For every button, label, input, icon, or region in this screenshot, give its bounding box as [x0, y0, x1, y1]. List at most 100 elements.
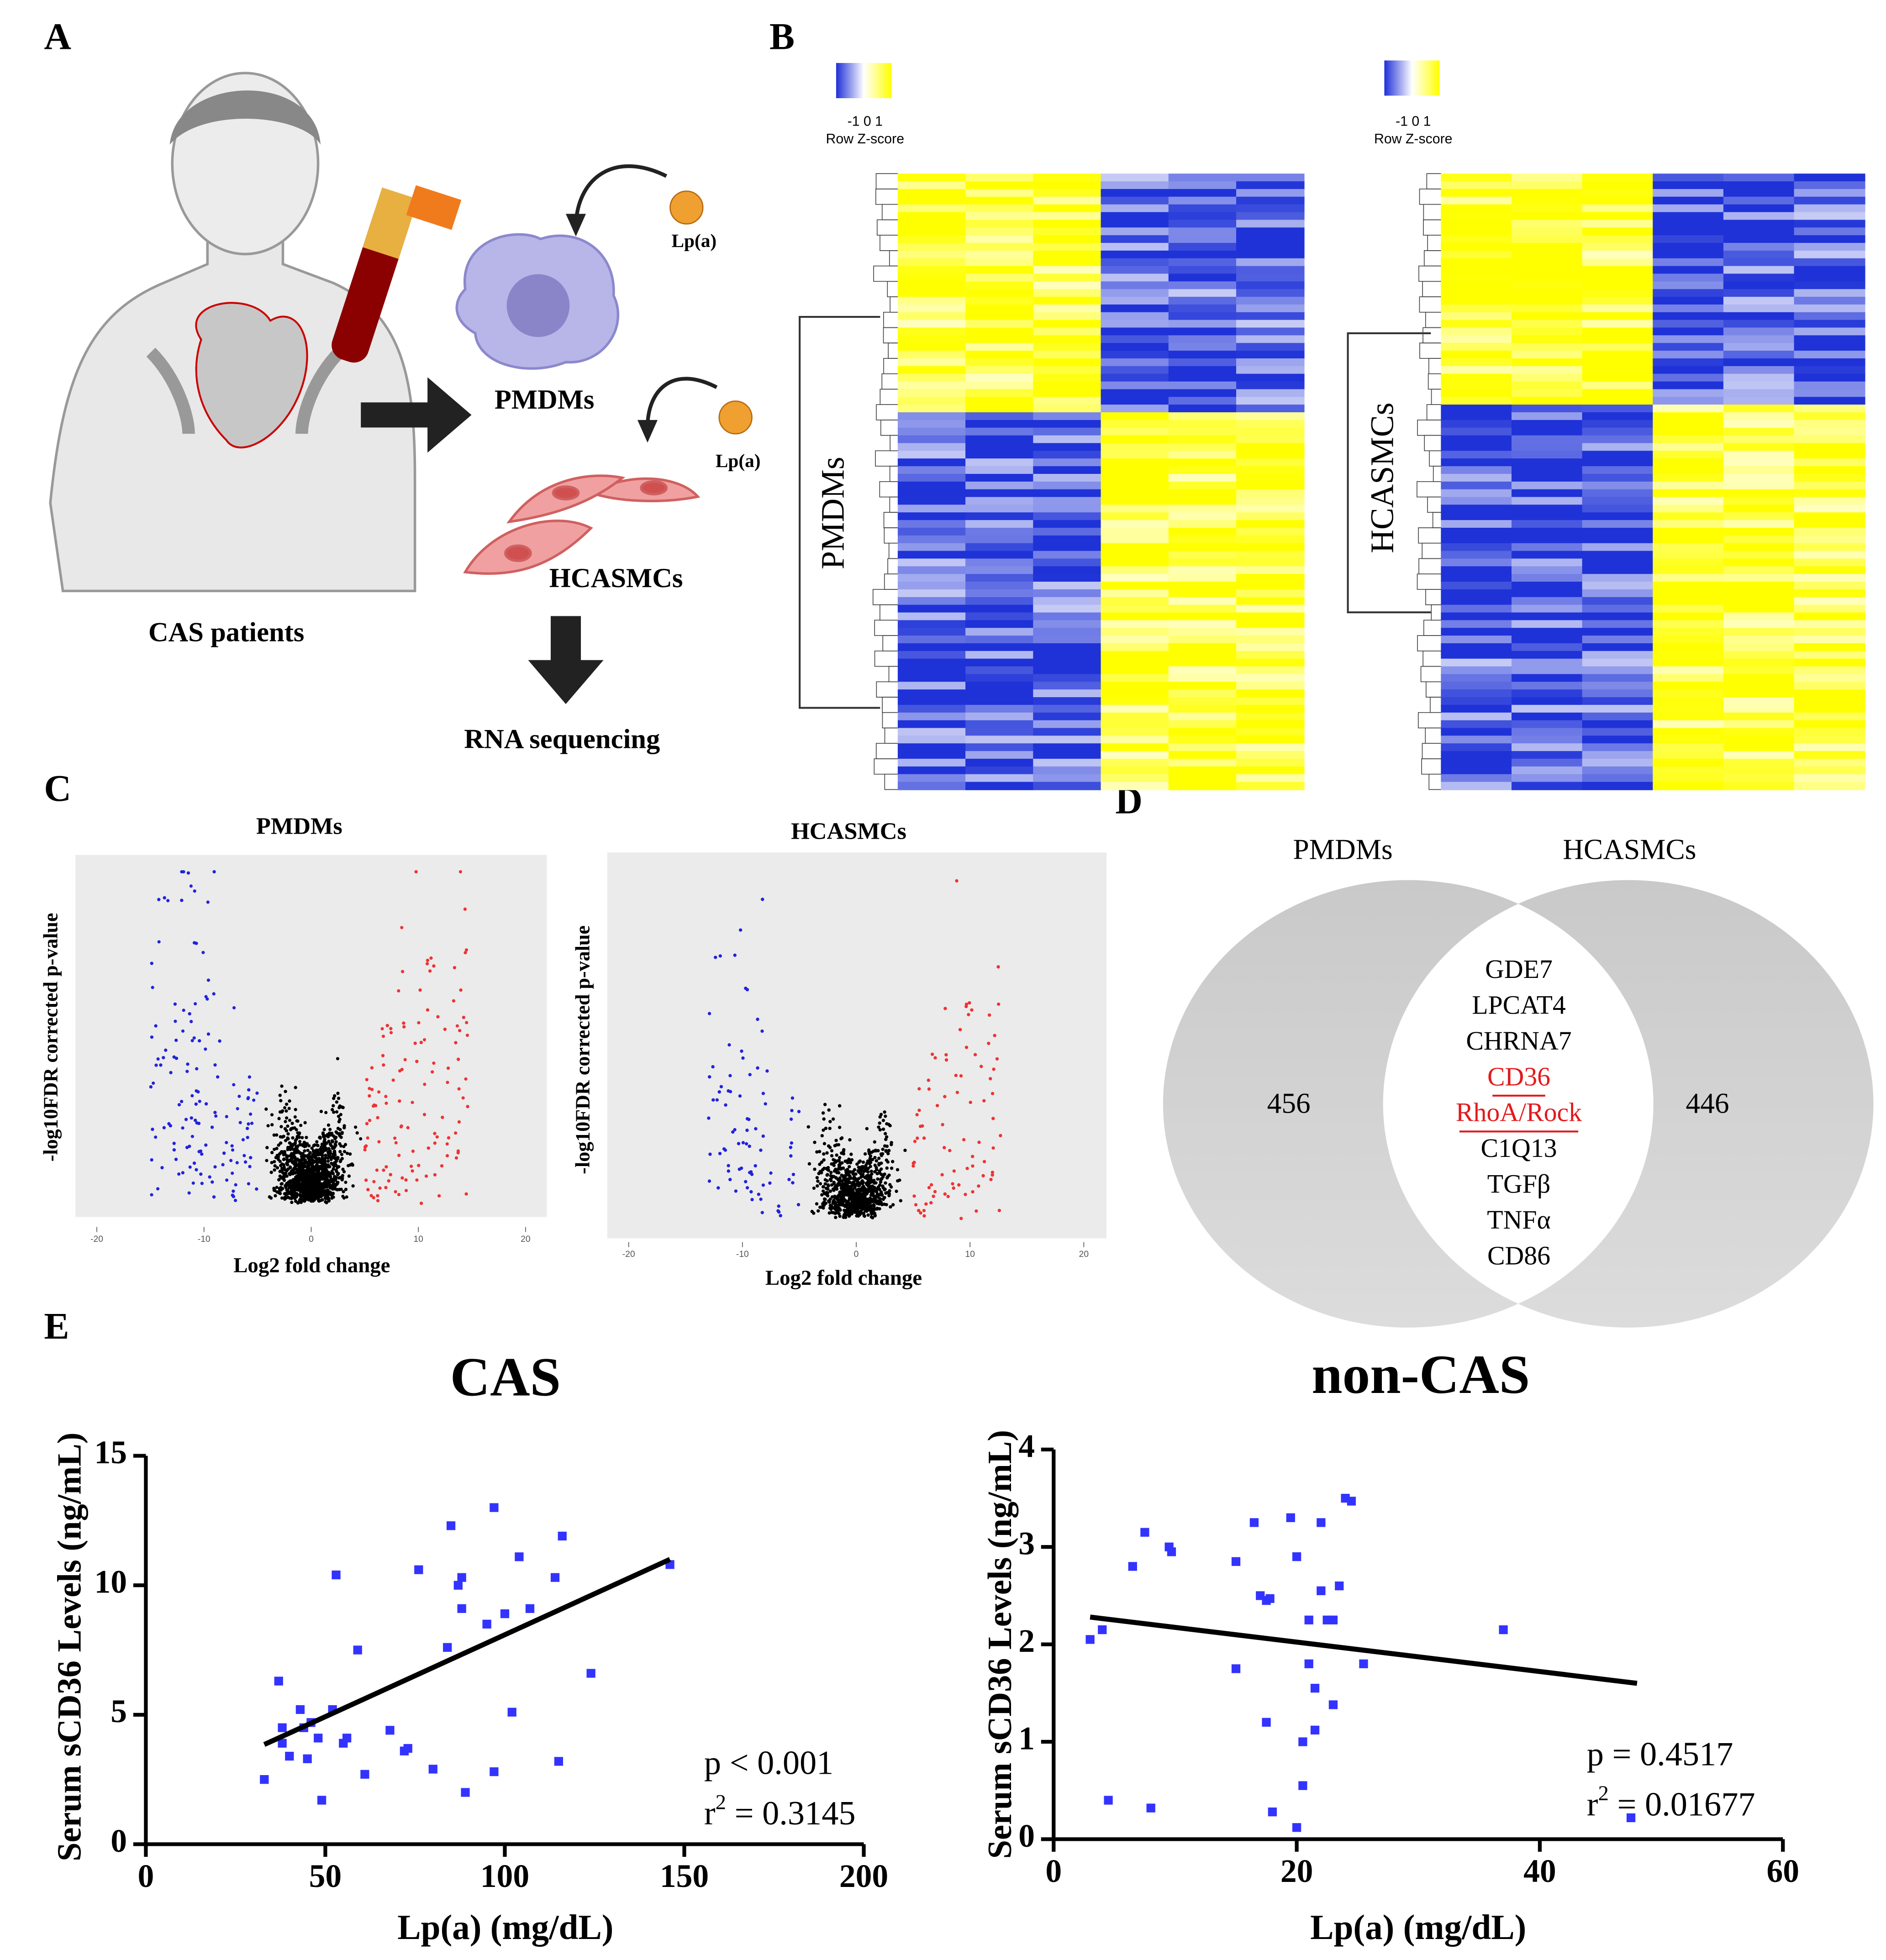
heatmap-cell	[1653, 636, 1724, 644]
volcano-point	[298, 1175, 301, 1179]
heatmap-cell	[1236, 520, 1305, 529]
volcano-point	[365, 1122, 369, 1125]
heatmap-cell	[897, 281, 966, 290]
heatmap-cell	[1101, 173, 1170, 182]
volcano-point	[284, 1109, 288, 1113]
dendrogram-branch	[882, 712, 898, 729]
heatmap-cell	[1723, 597, 1795, 606]
heatmap-cell	[897, 782, 966, 790]
heatmap-cell	[1033, 343, 1101, 352]
heatmap-cell	[1168, 558, 1237, 567]
volcano-point	[304, 1195, 307, 1199]
heatmap-cell	[1794, 181, 1865, 190]
heatmap-cell	[1168, 420, 1237, 429]
heatmap-cell	[1033, 466, 1101, 475]
heatmap-cell	[1101, 712, 1170, 721]
volcano-point	[327, 1140, 331, 1143]
heatmap-cell	[1101, 520, 1170, 529]
volcano-point	[250, 1121, 254, 1125]
heatmap-cell	[1033, 743, 1101, 752]
x-tick-label: 20	[521, 1235, 530, 1244]
heatmap-cell	[1101, 758, 1170, 767]
heatmap-cell	[1794, 743, 1865, 752]
heatmap-cell	[965, 212, 1034, 221]
volcano-point	[325, 1201, 328, 1204]
volcano-point	[370, 1088, 374, 1091]
heatmap-cell	[1511, 373, 1583, 382]
heatmap-cell	[1653, 351, 1724, 359]
heatmap-cell	[1723, 473, 1795, 483]
heatmap-cell	[1723, 212, 1795, 221]
heatmap-cell	[897, 543, 966, 552]
heatmap-cell	[1441, 266, 1512, 274]
heatmap-cell	[1511, 266, 1583, 274]
heatmap-cell	[1441, 312, 1512, 321]
volcano-point	[411, 1101, 414, 1104]
volcano-point	[391, 1078, 395, 1082]
volcano-point	[294, 1086, 297, 1089]
heatmap-cell	[1033, 366, 1101, 375]
method-label: RNA sequencing	[464, 724, 660, 755]
heatmap-cell	[1168, 227, 1237, 236]
volcano-point	[299, 1190, 302, 1193]
heatmap-cell	[1033, 451, 1101, 459]
dendrogram-branch	[1417, 420, 1441, 436]
heatmap-cell	[897, 704, 966, 714]
volcano-point	[337, 1132, 341, 1135]
heatmap-cell	[1511, 212, 1583, 221]
heatmap-cell	[1723, 589, 1795, 598]
heatmap-cell	[965, 297, 1034, 305]
dendrogram-branch	[1427, 496, 1441, 513]
heatmap-cell	[1168, 258, 1237, 267]
heatmap-cell	[1511, 412, 1583, 421]
volcano-point	[205, 1102, 208, 1106]
volcano-point	[330, 1161, 333, 1165]
heatmap-cell	[1653, 597, 1724, 606]
heatmap-cell	[1101, 697, 1170, 706]
volcano-point	[156, 1057, 160, 1061]
heatmap-cell	[1033, 250, 1101, 259]
heatmap-cell	[1511, 543, 1583, 552]
volcano-point	[321, 1198, 324, 1202]
volcano-point	[309, 1163, 313, 1167]
heatmap-cell	[1168, 758, 1237, 767]
volcano-point	[274, 1194, 277, 1198]
heatmap-cell	[1033, 320, 1101, 328]
heatmap-cell	[1794, 651, 1865, 660]
heatmap-cell	[1653, 751, 1724, 760]
heatmap-cell	[1582, 297, 1654, 305]
volcano-point	[300, 1152, 303, 1156]
volcano-point	[275, 1146, 279, 1151]
heatmap-cell	[1582, 227, 1654, 236]
heatmap-cell	[1033, 736, 1101, 744]
heatmap-cell	[965, 358, 1034, 367]
heatmap-cell	[1101, 489, 1170, 498]
heatmap-cell	[1582, 512, 1654, 521]
heatmap-cell	[1723, 643, 1795, 652]
heatmap-cell	[965, 343, 1034, 352]
heatmap-cell	[1723, 427, 1795, 436]
heatmap-cell	[1511, 227, 1583, 236]
heatmap-cell	[1723, 173, 1795, 182]
heatmap-cell	[1033, 774, 1101, 783]
heatmap-cell	[1653, 551, 1724, 559]
volcano-point	[464, 1077, 468, 1081]
volcano-point	[232, 1083, 236, 1087]
heatmap-cell	[1723, 520, 1795, 529]
volcano-point	[231, 1148, 235, 1152]
heatmap-cell	[965, 597, 1034, 606]
heatmap-cell	[897, 612, 966, 621]
heatmap-cell	[897, 304, 966, 313]
volcano-point	[331, 1146, 334, 1150]
heatmap-cell	[965, 566, 1034, 575]
volcano-point	[339, 1135, 343, 1139]
heatmap-cell	[1653, 758, 1724, 767]
heatmap-cell	[897, 558, 966, 567]
heatmap-cell	[1582, 243, 1654, 252]
axis-title: Log2 fold change	[765, 1266, 922, 1290]
heatmap-cell	[1653, 682, 1724, 690]
heatmap-cell	[1723, 320, 1795, 328]
heatmap-cell	[1168, 481, 1237, 490]
heatmap-cell	[1653, 327, 1724, 336]
volcano-point	[157, 940, 161, 944]
